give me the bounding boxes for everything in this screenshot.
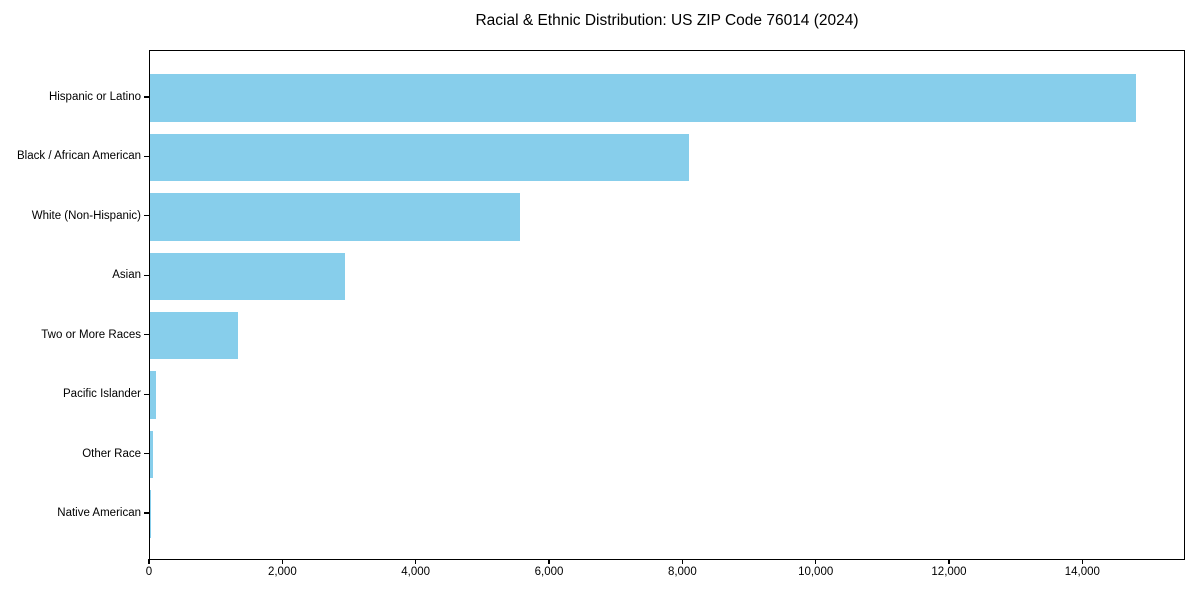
y-axis-label: White (Non-Hispanic): [31, 209, 141, 222]
y-axis-tick: [144, 96, 149, 98]
x-axis-tick-label: 4,000: [401, 566, 431, 578]
y-axis-label: Asian: [112, 269, 141, 282]
y-axis-tick: [144, 393, 149, 395]
x-axis-tick-label: 8,000: [667, 566, 697, 578]
plot-area: [149, 50, 1185, 560]
x-axis-tick-label: 12,000: [931, 566, 967, 578]
chart-title: Racial & Ethnic Distribution: US ZIP Cod…: [475, 12, 859, 29]
bar: [150, 490, 151, 538]
bar: [150, 311, 238, 360]
bar: [150, 252, 345, 301]
y-axis-label: Two or More Races: [41, 328, 141, 341]
bar: [150, 430, 154, 479]
y-axis-tick: [144, 334, 149, 336]
x-axis-tick: [815, 559, 817, 564]
y-axis-tick: [144, 274, 149, 276]
x-axis-tick: [281, 559, 283, 564]
x-axis-tick: [1081, 559, 1083, 564]
x-axis-tick-label: 0: [145, 566, 153, 578]
x-axis-tick-label: 10,000: [798, 566, 834, 578]
x-axis-tick: [948, 559, 950, 564]
y-axis-tick: [144, 453, 149, 455]
bar: [150, 133, 690, 182]
bar: [150, 74, 1137, 122]
x-axis-tick: [548, 559, 550, 564]
x-axis-tick-label: 2,000: [267, 566, 297, 578]
x-axis-tick-label: 6,000: [534, 566, 564, 578]
x-axis-tick-label: 14,000: [1064, 566, 1100, 578]
x-axis-tick: [681, 559, 683, 564]
bar: [150, 371, 157, 419]
y-axis-tick: [144, 155, 149, 157]
y-axis-tick: [144, 512, 149, 514]
y-axis-label: Black / African American: [17, 150, 141, 163]
y-axis-label: Other Race: [82, 447, 141, 460]
bar: [150, 193, 520, 241]
x-axis-tick: [148, 559, 150, 564]
y-axis-label: Hispanic or Latino: [48, 90, 141, 103]
y-axis-label: Pacific Islander: [63, 388, 141, 401]
y-axis-tick: [144, 215, 149, 217]
x-axis-tick: [415, 559, 417, 564]
y-axis-label: Native American: [57, 507, 141, 520]
